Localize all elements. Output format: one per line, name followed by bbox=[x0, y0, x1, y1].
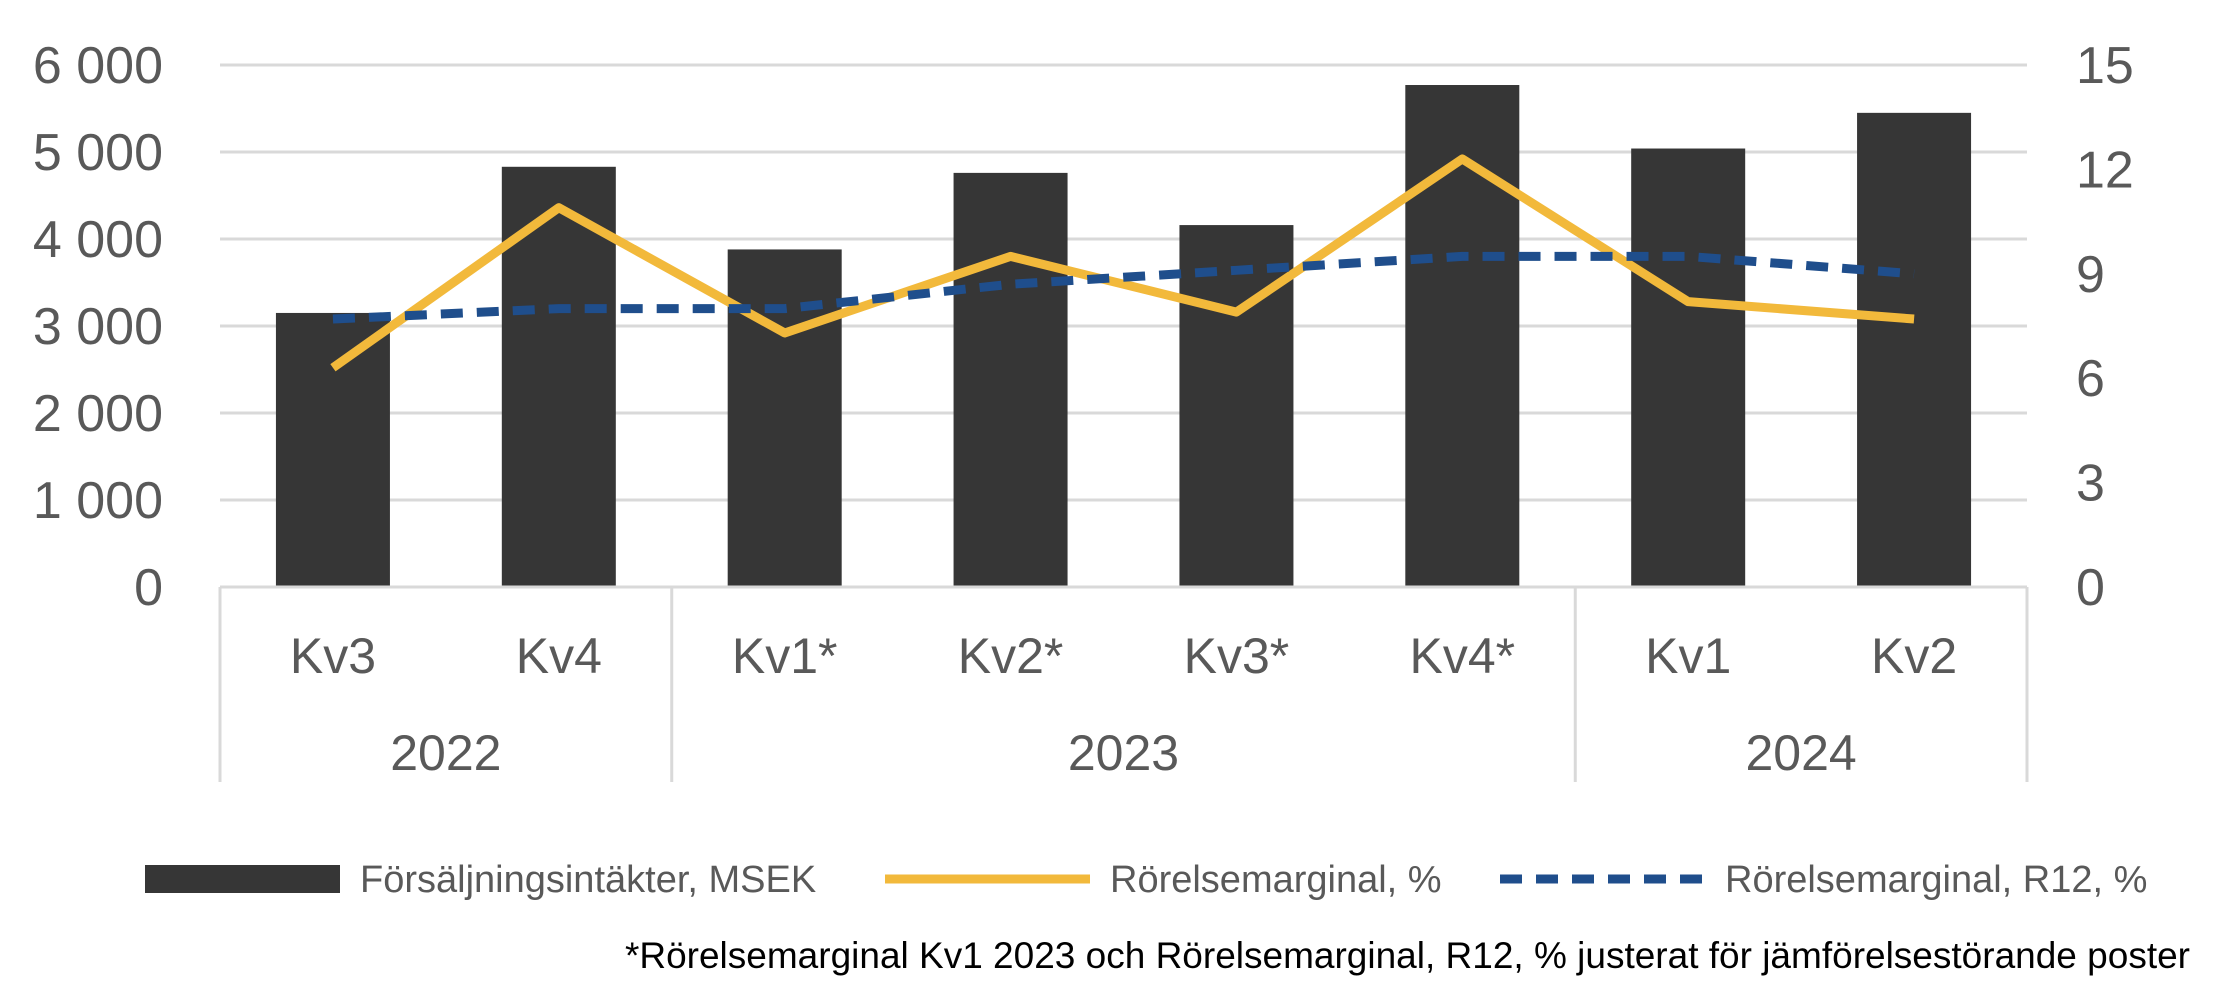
year-label: 2023 bbox=[1068, 725, 1179, 781]
right-tick-label: 9 bbox=[2076, 246, 2105, 304]
left-tick-label: 3 000 bbox=[33, 298, 163, 356]
category-label: Kv3 bbox=[290, 628, 376, 684]
right-tick-label: 3 bbox=[2076, 455, 2105, 513]
bar bbox=[1179, 225, 1294, 587]
operating-margin-r12-line bbox=[332, 251, 1915, 324]
category-label: Kv1 bbox=[1645, 628, 1731, 684]
category-label: Kv1* bbox=[732, 628, 838, 684]
legend-label: Rörelsemarginal, % bbox=[1110, 859, 1442, 901]
category-label: Kv3* bbox=[1184, 628, 1290, 684]
year-label: 2024 bbox=[1746, 725, 1857, 781]
legend-label: Rörelsemarginal, R12, % bbox=[1725, 859, 2147, 901]
left-tick-label: 6 000 bbox=[33, 37, 163, 95]
legend-swatch-bar bbox=[145, 865, 340, 893]
bar bbox=[953, 172, 1068, 587]
left-tick-label: 0 bbox=[134, 559, 163, 617]
left-tick-label: 1 000 bbox=[33, 472, 163, 530]
category-label: Kv4* bbox=[1410, 628, 1516, 684]
left-tick-label: 2 000 bbox=[33, 385, 163, 443]
footnote: *Rörelsemarginal Kv1 2023 och Rörelsemar… bbox=[625, 935, 2190, 976]
right-tick-label: 0 bbox=[2076, 559, 2105, 617]
right-tick-label: 12 bbox=[2076, 141, 2134, 199]
legend-label: Försäljningsintäkter, MSEK bbox=[360, 859, 816, 901]
category-label: Kv4 bbox=[516, 628, 602, 684]
year-label: 2022 bbox=[390, 725, 501, 781]
bar bbox=[1857, 112, 1972, 587]
bar bbox=[1405, 85, 1520, 587]
category-label: Kv2* bbox=[958, 628, 1064, 684]
bar bbox=[275, 312, 390, 587]
bar bbox=[1631, 148, 1746, 587]
operating-margin-line bbox=[330, 154, 1915, 372]
left-tick-label: 4 000 bbox=[33, 211, 163, 269]
right-tick-label: 6 bbox=[2076, 350, 2105, 408]
bar bbox=[727, 249, 842, 587]
left-tick-label: 5 000 bbox=[33, 124, 163, 182]
category-label: Kv2 bbox=[1871, 628, 1957, 684]
right-tick-label: 15 bbox=[2076, 37, 2134, 95]
